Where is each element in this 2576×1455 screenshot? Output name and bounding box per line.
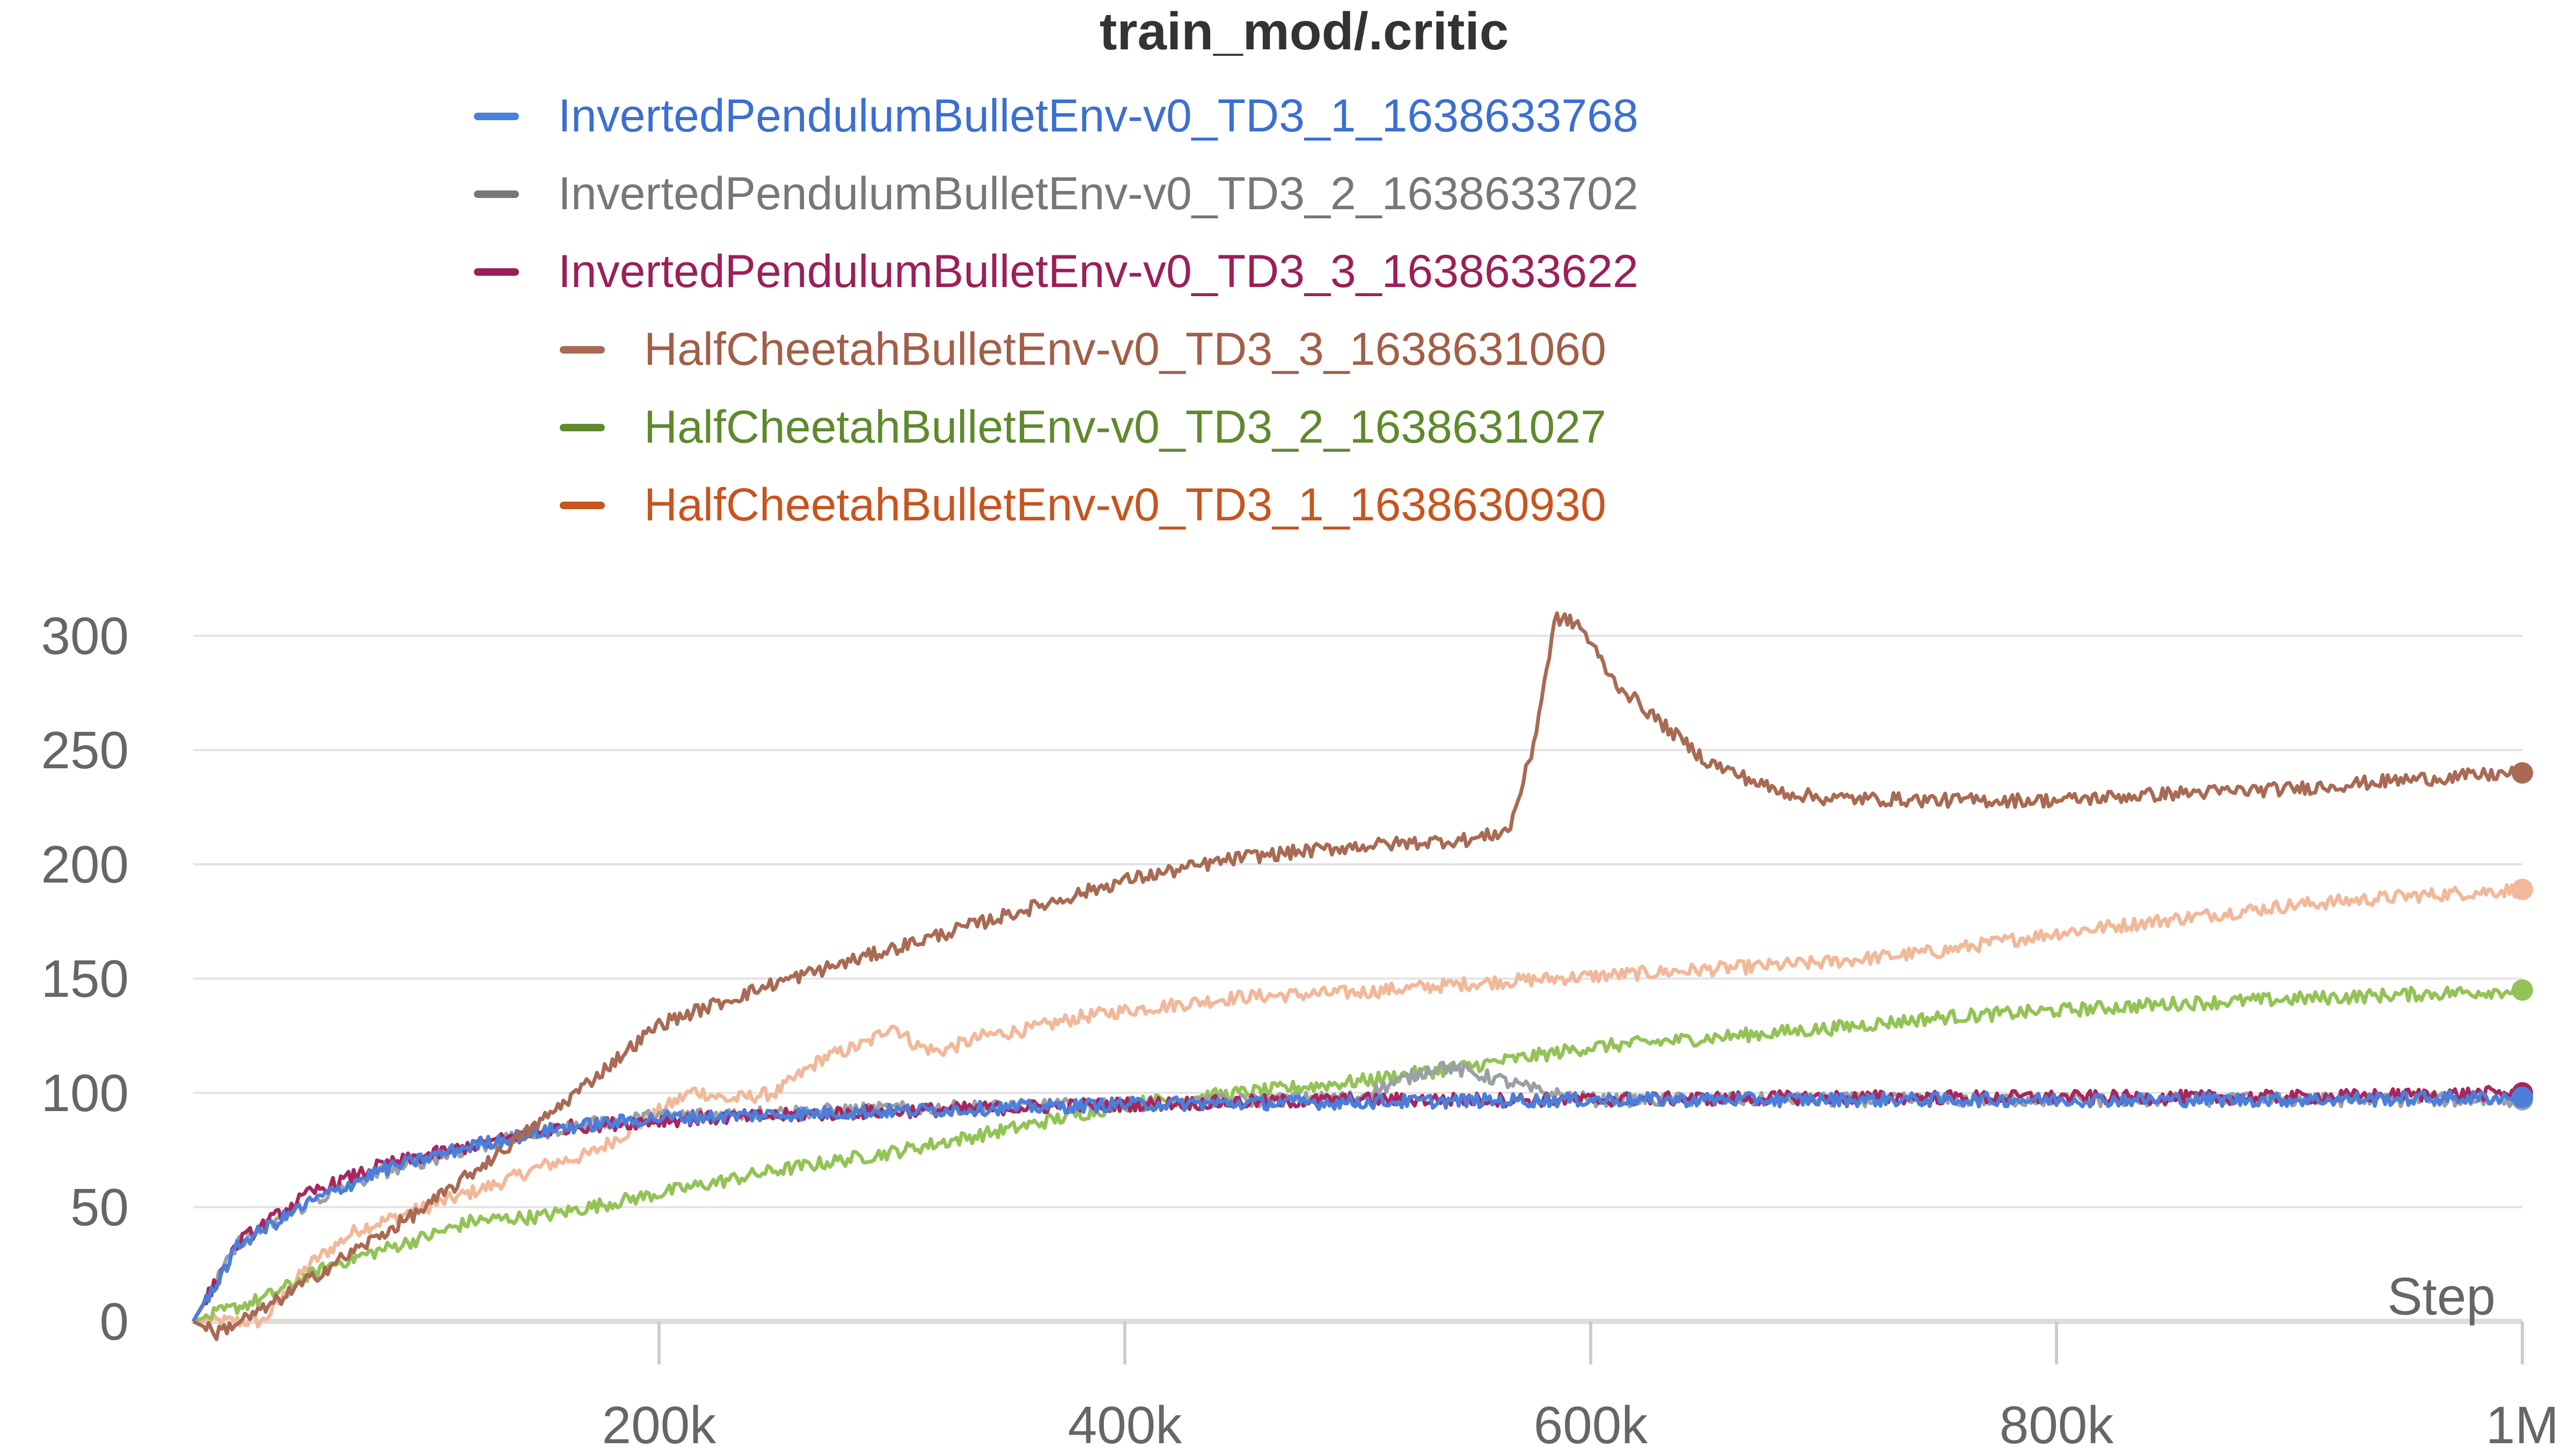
- y-tick-label: 200: [41, 835, 129, 894]
- y-tick-label: 250: [41, 721, 129, 780]
- x-tick-label: 200k: [602, 1395, 717, 1454]
- legend-label: InvertedPendulumBulletEnv-v0_TD3_2_16386…: [558, 168, 1638, 219]
- series-end-point: [2512, 762, 2533, 784]
- series-end-point: [2512, 979, 2533, 1001]
- chart-title: train_mod/.critic: [1100, 2, 1509, 61]
- legend-label: InvertedPendulumBulletEnv-v0_TD3_1_16386…: [558, 90, 1638, 142]
- y-tick-label: 150: [41, 949, 129, 1008]
- y-tick-label: 100: [41, 1063, 129, 1122]
- legend-label: HalfCheetahBulletEnv-v0_TD3_2_1638631027: [644, 401, 1606, 453]
- y-axis: 0 50 100 150 200 250 300: [41, 606, 129, 1351]
- x-tick-label: 800k: [2000, 1395, 2114, 1454]
- y-tick-label: 0: [99, 1292, 129, 1351]
- series-line: [191, 1090, 2524, 1322]
- series-line: [193, 882, 2524, 1329]
- x-tick-label: 1M: [2486, 1395, 2559, 1454]
- legend-label: HalfCheetahBulletEnv-v0_TD3_3_1638631060: [644, 324, 1606, 375]
- series-line: [192, 611, 2524, 1341]
- series-end-point: [2512, 1086, 2533, 1108]
- x-axis-label: Step: [2387, 1267, 2496, 1326]
- series-line: [191, 1085, 2524, 1322]
- plot-area: [191, 611, 2533, 1341]
- x-tick-label: 600k: [1534, 1395, 1649, 1454]
- grid: [193, 635, 2522, 1208]
- series-end-point: [2512, 878, 2533, 900]
- legend: InvertedPendulumBulletEnv-v0_TD3_1_16386…: [474, 90, 1638, 531]
- legend-label: InvertedPendulumBulletEnv-v0_TD3_3_16386…: [558, 246, 1638, 297]
- y-tick-label: 300: [41, 606, 129, 665]
- x-axis: 200k 400k 600k 800k 1M: [193, 1319, 2559, 1454]
- y-tick-label: 50: [70, 1178, 129, 1237]
- x-tick-label: 400k: [1068, 1395, 1183, 1454]
- legend-label: HalfCheetahBulletEnv-v0_TD3_1_1638630930: [644, 479, 1606, 531]
- series-line: [192, 982, 2524, 1324]
